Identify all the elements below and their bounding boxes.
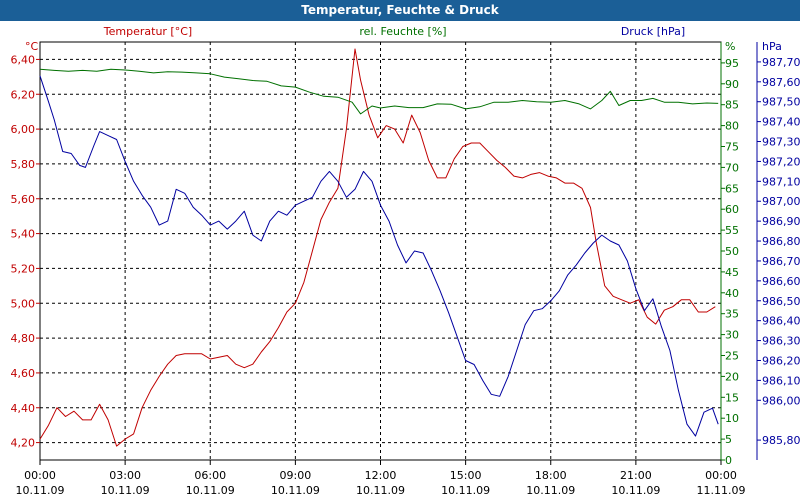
x-tick-label-date: 10.11.09	[186, 484, 235, 497]
x-tick-label-date: 11.11.09	[697, 484, 746, 497]
humidity-tick-label: 80	[725, 120, 739, 133]
x-tick-label-date: 10.11.09	[526, 484, 575, 497]
pressure-tick-label: 987,60	[762, 76, 800, 89]
humidity-tick-label: 65	[725, 182, 739, 195]
temperature-tick-label: 6,20	[11, 88, 36, 101]
temperature-unit-label: °C	[25, 40, 39, 53]
humidity-tick-label: 95	[725, 57, 739, 70]
x-tick-label-time: 09:00	[280, 469, 312, 482]
x-tick-label-date: 10.11.09	[441, 484, 490, 497]
temperature-tick-label: 4,60	[11, 367, 36, 380]
temperature-tick-label: 4,20	[11, 437, 36, 450]
humidity-tick-label: 10	[725, 412, 739, 425]
pressure-tick-label: 987,10	[762, 175, 800, 188]
pressure-tick-label: 987,20	[762, 155, 800, 168]
humidity-tick-label: 45	[725, 266, 739, 279]
pressure-series-line	[39, 75, 719, 437]
x-tick-label-time: 21:00	[620, 469, 652, 482]
temperature-tick-label: 6,00	[11, 123, 36, 136]
humidity-tick-label: 25	[725, 350, 739, 363]
humidity-tick-label: 20	[725, 370, 739, 383]
temperature-tick-label: 4,80	[11, 332, 36, 345]
pressure-tick-label: 986,40	[762, 315, 800, 328]
temperature-tick-label: 6,40	[11, 53, 36, 66]
pressure-axis-title: Druck [hPa]	[621, 25, 685, 38]
x-tick-label-date: 10.11.09	[16, 484, 65, 497]
humidity-tick-label: 85	[725, 99, 739, 112]
humidity-tick-label: 35	[725, 308, 739, 321]
x-tick-label-time: 12:00	[365, 469, 397, 482]
pressure-tick-label: 987,30	[762, 136, 800, 149]
humidity-tick-label: 55	[725, 224, 739, 237]
humidity-tick-label: 0	[725, 454, 732, 467]
x-tick-label-date: 10.11.09	[101, 484, 150, 497]
pressure-tick-label: 986,00	[762, 394, 800, 407]
humidity-tick-label: 70	[725, 161, 739, 174]
temperature-tick-label: 4,40	[11, 402, 36, 415]
pressure-tick-label: 987,50	[762, 96, 800, 109]
temperature-tick-label: 5,40	[11, 228, 36, 241]
pressure-tick-label: 986,10	[762, 374, 800, 387]
x-tick-label-time: 03:00	[109, 469, 141, 482]
pressure-tick-label: 987,00	[762, 195, 800, 208]
pressure-tick-label: 986,50	[762, 295, 800, 308]
x-tick-label-date: 10.11.09	[356, 484, 405, 497]
temperature-tick-label: 5,20	[11, 262, 36, 275]
pressure-tick-label: 986,30	[762, 335, 800, 348]
x-tick-label-date: 10.11.09	[611, 484, 660, 497]
humidity-series-line	[39, 68, 719, 115]
pressure-tick-label: 986,60	[762, 275, 800, 288]
x-tick-label-time: 18:00	[535, 469, 567, 482]
pressure-tick-label: 985,80	[762, 434, 800, 447]
x-tick-label-time: 06:00	[194, 469, 226, 482]
pressure-tick-label: 986,90	[762, 215, 800, 228]
chart-title: Temperatur, Feuchte & Druck	[0, 0, 800, 21]
humidity-tick-label: 5	[725, 433, 732, 446]
temperature-tick-label: 5,00	[11, 297, 36, 310]
temperature-series-line	[39, 48, 716, 447]
humidity-tick-label: 15	[725, 391, 739, 404]
pressure-tick-label: 986,20	[762, 354, 800, 367]
humidity-tick-label: 30	[725, 329, 739, 342]
humidity-unit-label: %	[725, 40, 735, 53]
humidity-tick-label: 75	[725, 141, 739, 154]
pressure-tick-label: 986,80	[762, 235, 800, 248]
pressure-unit-label: hPa	[762, 40, 782, 53]
humidity-axis-title: rel. Feuchte [%]	[359, 25, 446, 38]
humidity-tick-label: 40	[725, 287, 739, 300]
temperature-tick-label: 5,60	[11, 193, 36, 206]
humidity-tick-label: 60	[725, 203, 739, 216]
temperature-tick-label: 5,80	[11, 158, 36, 171]
temperature-axis-title: Temperatur [°C]	[103, 25, 192, 38]
x-tick-label-time: 00:00	[24, 469, 56, 482]
x-tick-label-date: 10.11.09	[271, 484, 320, 497]
humidity-tick-label: 50	[725, 245, 739, 258]
humidity-tick-label: 90	[725, 78, 739, 91]
x-tick-label-time: 15:00	[450, 469, 482, 482]
x-tick-label-time: 00:00	[705, 469, 737, 482]
pressure-tick-label: 987,70	[762, 56, 800, 69]
pressure-tick-label: 987,40	[762, 116, 800, 129]
pressure-tick-label: 986,70	[762, 255, 800, 268]
